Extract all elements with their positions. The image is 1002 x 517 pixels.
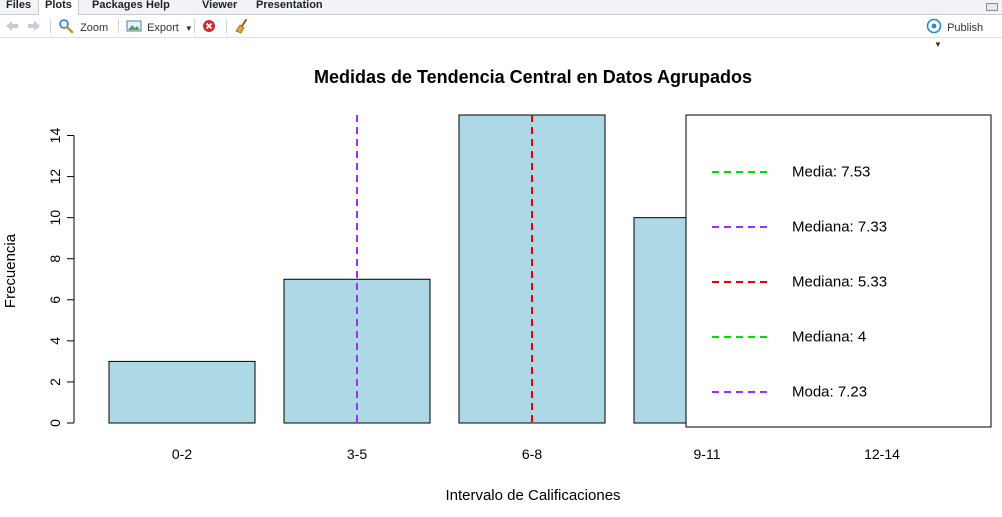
tab-viewer[interactable]: Viewer: [202, 0, 238, 11]
chevron-down-icon: ▼: [184, 24, 193, 33]
y-tick-label: 0: [47, 419, 63, 427]
clear-plots-button[interactable]: [234, 18, 250, 34]
y-axis-label: Frecuencia: [2, 233, 19, 308]
y-tick-label: 2: [47, 378, 63, 386]
zoom-label: Zoom: [80, 22, 109, 34]
y-tick-label: 4: [47, 337, 63, 345]
x-tick-label: 3-5: [347, 446, 367, 462]
x-tick-label: 0-2: [172, 446, 192, 462]
legend-label: Mediana: 5.33: [792, 274, 887, 291]
forward-arrow-icon[interactable]: [26, 18, 42, 34]
bar: [458, 114, 606, 424]
toolbar-divider: [194, 19, 195, 33]
bar-chart: Medidas de Tendencia Central en Datos Ag…: [2, 67, 992, 504]
legend-label: Moda: 7.23: [792, 384, 867, 401]
bar: [108, 360, 256, 424]
export-image-icon: [126, 20, 142, 32]
y-tick-label: 6: [47, 296, 63, 304]
legend-box: [685, 114, 992, 428]
plots-toolbar: Zoom Export ▼ Publish ▼: [0, 15, 1002, 49]
plot-viewer: Medidas de Tendencia Central en Datos Ag…: [0, 38, 1002, 512]
x-axis-label: Intervalo de Calificaciones: [445, 487, 620, 504]
bar: [283, 278, 431, 424]
publish-label: Publish: [947, 22, 984, 34]
publish-button[interactable]: Publish ▼: [926, 18, 1002, 49]
close-circle-icon: [203, 20, 215, 32]
broom-icon: [235, 19, 247, 34]
toolbar-divider: [226, 19, 227, 33]
magnifier-icon: [59, 19, 74, 34]
x-tick-label: 9-11: [694, 446, 721, 462]
legend-label: Mediana: 4: [792, 329, 866, 346]
publish-icon: [926, 18, 942, 34]
y-tick-label: 10: [47, 210, 63, 226]
tab-plots[interactable]: Plots: [38, 0, 79, 15]
tab-presentation[interactable]: Presentation: [256, 0, 323, 11]
tab-files[interactable]: Files: [6, 0, 32, 11]
x-tick-label: 12-14: [864, 446, 900, 462]
y-tick-label: 8: [47, 255, 63, 263]
legend-label: Media: 7.53: [792, 164, 870, 181]
x-tick-label: 6-8: [522, 446, 542, 462]
y-tick-label: 14: [47, 128, 63, 144]
legend-label: Mediana: 7.33: [792, 219, 887, 236]
back-arrow-icon[interactable]: [4, 18, 20, 34]
tab-help[interactable]: Help: [146, 0, 170, 11]
chart-title: Medidas de Tendencia Central en Datos Ag…: [314, 67, 752, 87]
toolbar-divider: [50, 19, 51, 33]
remove-plot-button[interactable]: [202, 18, 216, 34]
tab-packages[interactable]: Packages: [92, 0, 143, 11]
export-label: Export: [147, 22, 179, 34]
toolbar-divider: [118, 19, 119, 33]
y-tick-label: 12: [47, 169, 63, 185]
pane-tab-bar: Files Plots Packages Help Viewer Present…: [0, 0, 1002, 15]
export-button[interactable]: Export ▼: [126, 18, 193, 34]
minimize-pane-icon[interactable]: [986, 3, 998, 11]
zoom-button[interactable]: Zoom: [58, 18, 108, 34]
chevron-down-icon: ▼: [934, 40, 942, 49]
